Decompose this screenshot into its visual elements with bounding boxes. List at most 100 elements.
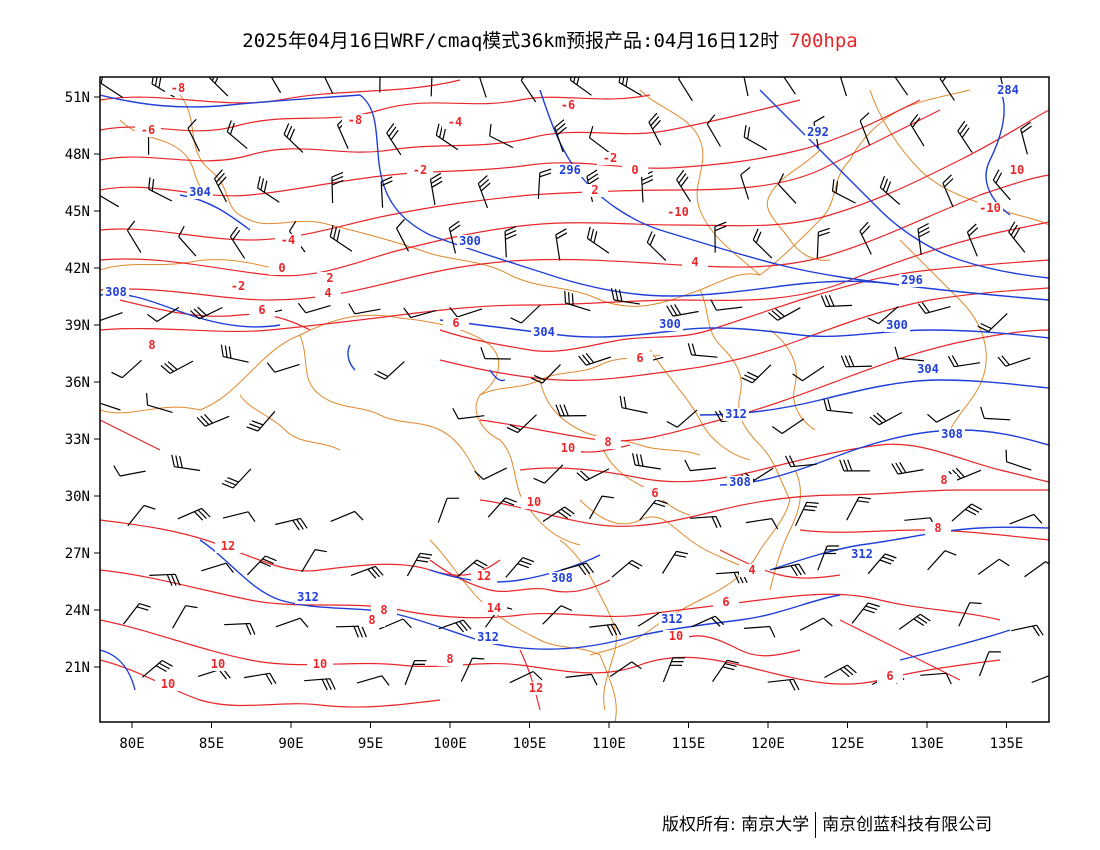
temperature-contour-label: 10 [161, 677, 175, 691]
temperature-contour-label: 12 [529, 681, 543, 695]
wind-barb [222, 511, 256, 523]
wind-barb [449, 307, 483, 318]
wind-barb [743, 125, 768, 151]
wind-barb [324, 77, 334, 94]
lat-tick-label: 30N [65, 489, 90, 505]
footer-divider [815, 812, 817, 838]
wind-barb [404, 660, 427, 686]
temperature-contour-label: 10 [1010, 163, 1024, 177]
height-contour-label: 312 [477, 630, 499, 644]
temperature-contour-label: 0 [631, 163, 638, 177]
wind-barb [480, 347, 511, 360]
wind-barb [1011, 624, 1044, 637]
footer-company: 南京创蓝科技有限公司 [822, 815, 993, 835]
wind-barb [586, 226, 610, 254]
temperature-contour-label: 8 [380, 603, 387, 617]
wind-barb [820, 294, 853, 308]
wind-barb [127, 504, 156, 527]
wind-barb [752, 228, 773, 259]
height-contour-label-bg [899, 274, 925, 287]
wind-barb [487, 497, 517, 518]
wind-barb [958, 602, 982, 627]
temperature-contour-label: 8 [934, 521, 941, 535]
height-contours [100, 89, 1049, 691]
temperature-contour-label-bg [665, 206, 691, 219]
wind-barb [867, 306, 899, 325]
wind-barb [297, 302, 331, 314]
temperature-contour-label: 2 [326, 271, 333, 285]
wind-barb [588, 495, 614, 520]
wind-barb [743, 625, 776, 638]
wind-barb [456, 559, 488, 578]
temperature-contour-label: 6 [636, 351, 643, 365]
wind-barb [196, 413, 230, 427]
wind-barb [505, 557, 535, 578]
wind-barb [350, 565, 384, 579]
wind-barb [743, 77, 749, 97]
lat-tick-label: 24N [65, 603, 90, 619]
wind-barb [122, 603, 151, 625]
wind-barb [244, 672, 277, 685]
temperature-contour-label-bg [135, 124, 161, 137]
title-pressure-level: 700hpa [789, 30, 858, 52]
plot-frame [99, 76, 1050, 723]
lat-tick-label: 33N [65, 432, 90, 448]
temperature-contour-label: 10 [669, 629, 683, 643]
temperature-contour-label: -10 [979, 201, 1001, 215]
temperature-contour-label-bg [275, 234, 301, 247]
wind-barb [348, 303, 381, 315]
temperature-contour-label-bg [481, 602, 507, 615]
temperature-contour-label-bg [139, 339, 165, 352]
wind-barb [386, 123, 402, 156]
wind-barb [224, 622, 256, 635]
wind-barb [229, 226, 246, 259]
wind-barb [977, 558, 1010, 575]
height-contour-label-bg [727, 476, 753, 489]
lon-tick-label: 130E [910, 736, 944, 752]
wind-barb [869, 411, 903, 426]
wind-barb [997, 355, 1031, 367]
wind-barb [839, 459, 870, 472]
wind-barb [304, 678, 336, 691]
wind-barb [879, 175, 901, 206]
height-contour-label-bg [531, 326, 557, 339]
height-contour-label-bg [849, 548, 875, 561]
lon-tick-label: 100E [433, 736, 467, 752]
wind-barb [942, 174, 954, 208]
temperature-contour-label: 6 [651, 486, 658, 500]
wind-barb [542, 605, 573, 625]
wind-barb [773, 563, 806, 577]
temperature-contour-label: 14 [487, 601, 501, 615]
wind-barb [588, 126, 611, 154]
lon-tick-label: 120E [751, 736, 785, 752]
wind-barb [329, 224, 353, 252]
height-contour-label-bg [549, 572, 575, 585]
temperature-contour-label-bg [317, 272, 343, 285]
wind-barb [714, 221, 727, 253]
temperature-contour-label-bg [205, 658, 231, 671]
wind-barb [909, 114, 925, 147]
wind-barb [767, 678, 800, 691]
temperature-contour-label-bg [622, 164, 648, 177]
wind-barb [867, 553, 897, 575]
wind-barb [957, 120, 973, 153]
temperature-contour-label: 10 [211, 657, 225, 671]
wind-barb [648, 112, 662, 146]
wind-barb [331, 171, 344, 204]
wind-barb [741, 364, 772, 384]
temperature-contour-label: -6 [561, 98, 575, 112]
wind-barb [684, 459, 717, 472]
wind-barb [537, 168, 552, 199]
height-contour-label-bg [884, 319, 910, 332]
wind-barb [800, 617, 833, 631]
wind-barb [266, 362, 300, 373]
wind-barb [149, 573, 181, 586]
wind-barb [221, 468, 252, 489]
wind-barb [460, 657, 485, 682]
temperature-contour-label: 6 [886, 669, 893, 683]
wind-barb [111, 359, 142, 379]
temperature-contour-label: 8 [604, 435, 611, 449]
wind-barb [403, 307, 437, 319]
wind-barb [489, 123, 514, 149]
